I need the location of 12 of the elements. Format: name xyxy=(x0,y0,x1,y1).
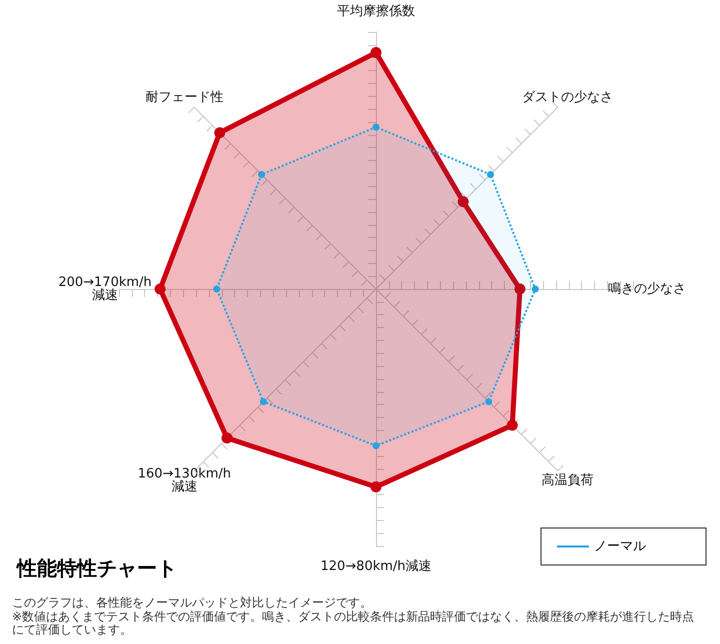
legend-label: ノーマル xyxy=(594,539,646,554)
spoke-label: 鳴きの少なさ xyxy=(608,282,686,296)
spoke-label: 平均摩擦係数 xyxy=(337,4,415,19)
text: ※数値はあくまでテスト条件での評価値です。鳴き、ダストの比較条件は新品時評価ではなく、熱履歴後の摩耗が進行した時点にて評価しています。 xyxy=(12,610,694,636)
spoke-label: 耐フェード性 xyxy=(145,90,224,105)
text: このグラフは、各性能をノーマルパッドと対比したイメージです。 xyxy=(12,596,372,610)
spoke-label: 120→80km/h減速 xyxy=(320,559,432,574)
spoke-label: 200→170km/h 減速 xyxy=(58,275,152,303)
text: 性能特性チャート xyxy=(15,556,177,580)
spoke-label: ダストの少なさ xyxy=(522,90,614,105)
spoke-label: 高温負荷 xyxy=(542,472,594,488)
spoke-label: 160→130km/h 減速 xyxy=(138,466,232,495)
